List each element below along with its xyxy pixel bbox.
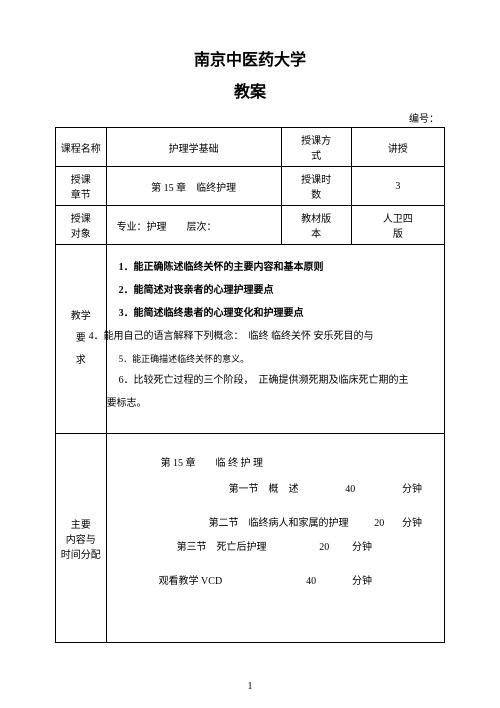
section-unit: 分钟 bbox=[402, 512, 422, 536]
section-title: 第二节 临终病人和家属的护理 bbox=[209, 512, 349, 536]
table-row: 主要 内容与 时间分配 第 15 章 临 终 护 理 第一节 概 述 40 分钟… bbox=[56, 434, 445, 643]
section-title: 第三节 死亡后护理 bbox=[177, 536, 267, 560]
content-label: 主要 内容与 时间分配 bbox=[56, 434, 107, 643]
req-item-text: 能用自己的语言解释下列概念： 临终 临终关怀 安乐死目的与 bbox=[104, 331, 374, 342]
requirements-content: 1．能正确陈述临终关怀的主要内容和基本原则 2．能简述对丧亲者的心理护理要点 3… bbox=[106, 245, 444, 434]
edition-label: 教材版 本 bbox=[281, 206, 351, 245]
section-unit: 分钟 bbox=[352, 536, 372, 560]
section-row: 第三节 死亡后护理 20 分钟 bbox=[121, 536, 430, 560]
section-minutes: 40 bbox=[299, 478, 402, 502]
req-item: 1．能正确陈述临终关怀的主要内容和基本原则 bbox=[119, 258, 432, 278]
mode-label: 授课方 式 bbox=[281, 128, 351, 167]
req-item: 6．比较死亡过程的三个阶段， 正确提供濒死期及临床死亡期的主 bbox=[119, 371, 432, 391]
section-title: 观看教学 VCD bbox=[159, 570, 223, 594]
course-name-label: 课程名称 bbox=[56, 128, 107, 167]
content-body: 第 15 章 临 终 护 理 第一节 概 述 40 分钟 第二节 临终病人和家属… bbox=[106, 434, 444, 643]
section-title: 第一节 概 述 bbox=[229, 478, 299, 502]
doc-title: 教案 bbox=[55, 78, 445, 102]
section-row: 观看教学 VCD 40 分钟 bbox=[121, 570, 430, 594]
section-minutes: 40 bbox=[306, 570, 316, 594]
hours-value: 3 bbox=[351, 167, 444, 206]
edition-value: 人卫四 版 bbox=[351, 206, 444, 245]
mode-value: 讲授 bbox=[351, 128, 444, 167]
req-item: 3．能简述临终患者的心理变化和护理要点 bbox=[119, 304, 432, 324]
chapter-value: 第 15 章 临终护理 bbox=[106, 167, 281, 206]
req-item-prefix: 4． bbox=[89, 331, 104, 342]
table-row: 教学 要 求 1．能正确陈述临终关怀的主要内容和基本原则 2．能简述对丧亲者的心… bbox=[56, 245, 445, 434]
course-name-value: 护理学基础 bbox=[106, 128, 281, 167]
lesson-table: 课程名称 护理学基础 授课方 式 讲授 授课 章节 第 15 章 临终护理 授课… bbox=[55, 127, 445, 643]
university-title: 南京中医药大学 bbox=[55, 46, 445, 70]
target-value: 专业：护理 层次： bbox=[106, 206, 281, 245]
table-row: 授课 章节 第 15 章 临终护理 授课时 数 3 bbox=[56, 167, 445, 206]
req-label-1: 教学 bbox=[60, 306, 102, 328]
section-minutes: 20 bbox=[374, 512, 384, 536]
req-item: 5．能正确描述临终关怀的意义。 bbox=[119, 350, 432, 368]
req-item: 要标志。 bbox=[107, 394, 432, 414]
req-label-3: 求 bbox=[60, 350, 102, 372]
table-row: 授课 对象 专业：护理 层次： 教材版 本 人卫四 版 bbox=[56, 206, 445, 245]
chapter-label: 授课 章节 bbox=[56, 167, 107, 206]
table-row: 课程名称 护理学基础 授课方 式 讲授 bbox=[56, 128, 445, 167]
target-label: 授课 对象 bbox=[56, 206, 107, 245]
hours-label: 授课时 数 bbox=[281, 167, 351, 206]
page: 南京中医药大学 教案 编号： 课程名称 护理学基础 授课方 式 讲授 授课 章节… bbox=[0, 0, 500, 708]
content-heading: 第 15 章 临 终 护 理 bbox=[161, 452, 430, 476]
req-item: 2．能简述对丧亲者的心理护理要点 bbox=[119, 281, 432, 301]
section-row: 第二节 临终病人和家属的护理 20 分钟 bbox=[121, 512, 430, 536]
section-minutes: 20 bbox=[319, 536, 329, 560]
bianhao-label: 编号： bbox=[55, 110, 439, 125]
page-number: 1 bbox=[0, 681, 500, 692]
req-item: 4．能用自己的语言解释下列概念： 临终 临终关怀 安乐死目的与 bbox=[89, 327, 432, 347]
section-unit: 分钟 bbox=[402, 478, 422, 502]
section-unit: 分钟 bbox=[352, 570, 372, 594]
section-row: 第一节 概 述 40 分钟 bbox=[121, 478, 430, 502]
